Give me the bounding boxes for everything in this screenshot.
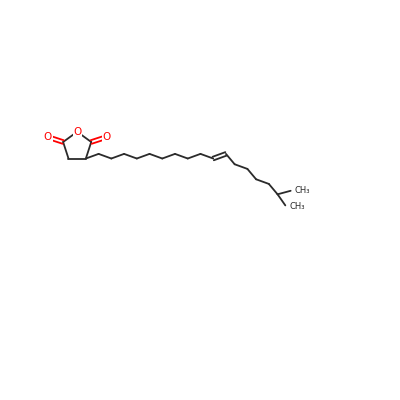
Text: O: O: [44, 132, 52, 142]
Text: CH₃: CH₃: [294, 186, 310, 195]
Text: O: O: [73, 127, 81, 137]
Text: CH₃: CH₃: [289, 202, 304, 210]
Text: O: O: [102, 132, 110, 142]
